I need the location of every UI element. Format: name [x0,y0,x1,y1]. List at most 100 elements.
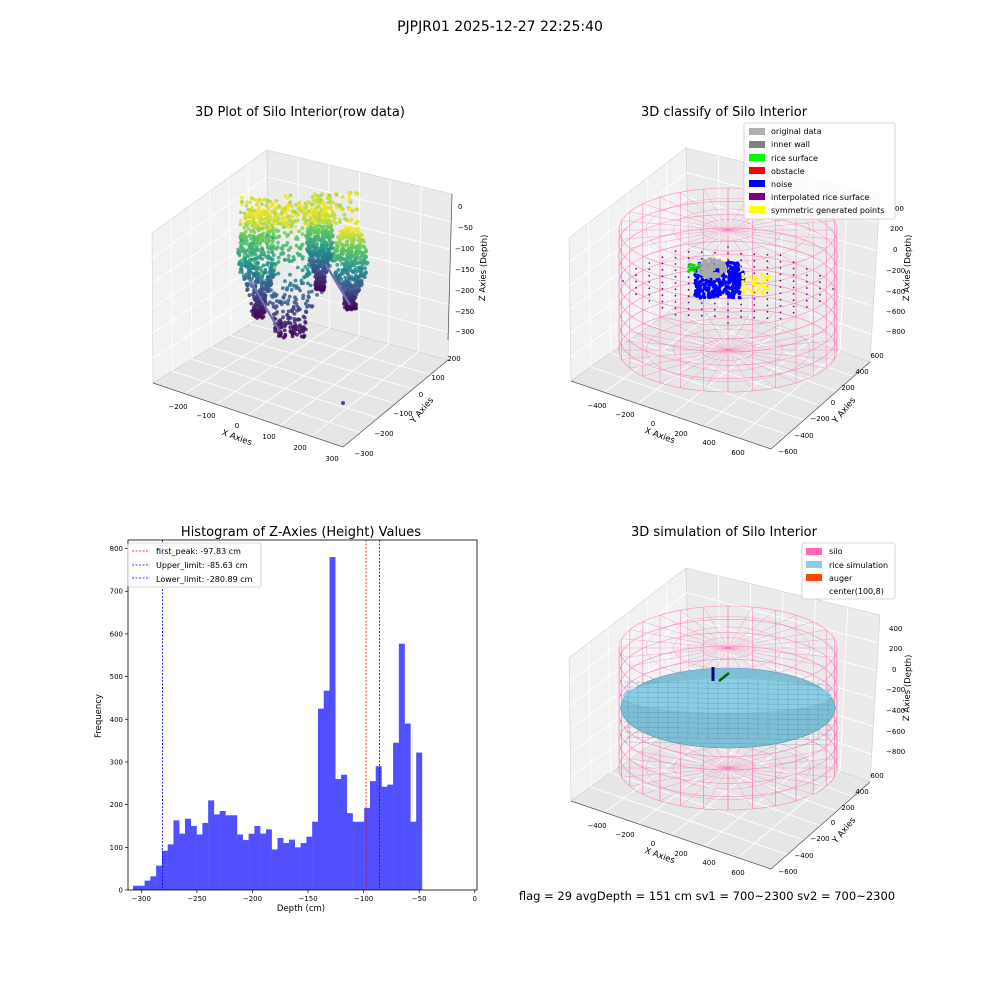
data-point [288,245,293,250]
data-point [348,302,351,306]
histogram-bar [323,690,330,890]
interpolated-point [687,276,690,279]
data-point [250,258,254,262]
noise-point [731,281,736,285]
interpolated-point [819,281,821,284]
data-point [342,212,347,217]
p4-ytick: −600 [778,868,797,876]
status-line: flag = 29 avgDepth = 151 cm sv1 = 700~23… [519,889,895,903]
data-point [270,242,274,247]
y-tick-label: 500 [110,673,123,681]
original-point [697,268,701,272]
data-point [339,248,344,253]
data-point [312,192,317,197]
data-point [328,200,332,205]
interpolated-point [779,260,782,263]
data-point [302,275,306,280]
data-point [305,273,309,278]
data-point [297,201,301,206]
interpolated-point [792,261,795,264]
interpolated-point [727,252,729,255]
interpolated-point [714,315,716,318]
interpolated-point [753,253,756,256]
interpolated-point [635,267,637,270]
data-point [261,263,266,268]
interpolated-point [792,311,795,314]
data-point [249,236,253,241]
noise-point [726,285,731,290]
data-point [350,230,355,235]
interpolated-point [622,280,624,282]
legend-swatch [749,154,765,161]
noise-point [707,295,711,299]
p4-ztick: −600 [886,728,905,736]
data-point [273,294,278,298]
symmetric-point [745,287,750,291]
original-point [700,266,705,270]
interpolated-point [674,301,677,303]
histogram-bar [289,839,296,890]
histogram-bar [185,818,191,890]
data-point [342,300,347,304]
noise-point [736,276,740,280]
y-tick-label: 600 [110,630,123,638]
interpolated-point [779,254,782,257]
data-point [276,234,281,239]
histogram-bar [144,880,151,890]
data-point [304,218,309,223]
symmetric-point [753,275,758,279]
data-point [271,269,275,274]
p1-xlabel: X Axies [220,428,253,448]
data-point [294,284,299,289]
histogram-bar [335,779,342,890]
interpolated-point [832,288,834,290]
data-point [305,305,309,309]
data-point [347,246,352,251]
data-point [345,307,349,312]
data-point [321,220,325,225]
interpolated-point [792,267,795,270]
p4-xtick: −200 [615,831,634,839]
symmetric-point [756,287,761,291]
noise-point [693,278,698,283]
interpolated-point [661,294,664,297]
histogram-bar [190,825,197,890]
interpolated-point [792,292,795,295]
legend-label: inner wall [771,140,810,149]
data-point [269,257,274,262]
p2-ytick: 200 [841,384,854,392]
data-point [307,209,311,214]
legend-swatch [749,193,765,200]
interpolated-point [687,250,690,253]
data-point [260,252,264,256]
data-point [252,237,256,242]
data-point [314,286,318,291]
data-point [345,239,349,244]
interpolated-point [740,303,742,306]
x-tick-label: −50 [412,895,427,903]
histogram-bar [150,876,157,890]
data-point [318,263,323,268]
data-point [306,281,310,286]
data-point [296,206,301,211]
data-point [239,238,244,243]
data-point [279,246,284,251]
p1-xtick: 100 [262,433,275,441]
silo-ring [646,318,810,382]
grid-line [666,162,671,312]
data-point [280,214,285,219]
data-point [268,199,273,204]
data-point [267,220,271,225]
interpolated-point [740,252,742,255]
legend-label: rice surface [771,154,818,163]
symmetric-point [742,274,746,279]
original-point [712,265,716,269]
data-point [265,226,269,230]
data-point [321,269,326,274]
rice-surface-point [692,263,696,267]
noise-point [704,278,709,283]
data-point [315,242,320,246]
original-point [713,272,717,276]
data-point [338,280,342,285]
data-point [320,230,325,235]
